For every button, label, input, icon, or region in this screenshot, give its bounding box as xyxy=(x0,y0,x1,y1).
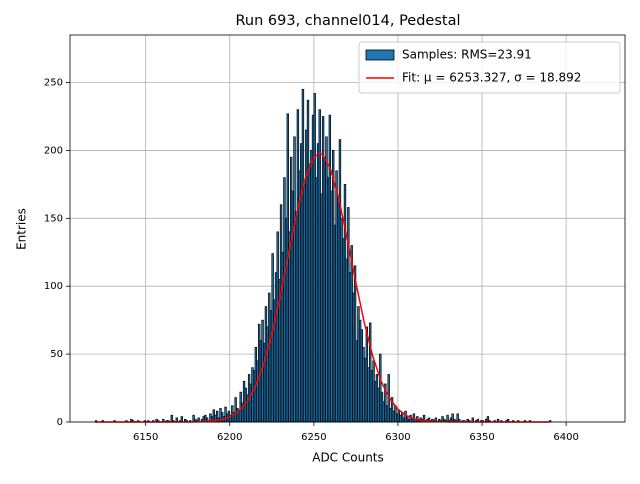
plot-frame xyxy=(69,34,626,423)
legend-box xyxy=(358,41,621,94)
legend-label: Fit: μ = 6253.327, σ = 18.892 xyxy=(402,71,581,85)
y-tick-label: 50 xyxy=(50,349,63,360)
y-axis-label: Entries xyxy=(15,208,29,250)
legend-swatch xyxy=(365,49,395,61)
x-tick-label: 6150 xyxy=(133,432,158,443)
x-axis-label: ADC Counts xyxy=(312,451,384,465)
fit-line xyxy=(95,152,550,423)
y-tick-label: 200 xyxy=(44,145,63,156)
x-tick-label: 6300 xyxy=(385,432,410,443)
x-tick-label: 6400 xyxy=(553,432,578,443)
x-tick-label: 6250 xyxy=(301,432,326,443)
y-tick-label: 0 xyxy=(57,417,63,428)
legend-label: Samples: RMS=23.91 xyxy=(402,48,532,62)
legend: Samples: RMS=23.91 Fit: μ = 6253.327, σ =… xyxy=(358,41,621,94)
x-tick-label: 6350 xyxy=(469,432,494,443)
bar xyxy=(180,416,184,423)
chart-title: Run 693, channel014, Pedestal xyxy=(235,13,460,29)
y-tick-label: 150 xyxy=(44,213,63,224)
y-tick-label: 250 xyxy=(44,78,63,89)
x-tick-label: 6200 xyxy=(217,432,242,443)
y-tick-label: 100 xyxy=(44,281,63,292)
